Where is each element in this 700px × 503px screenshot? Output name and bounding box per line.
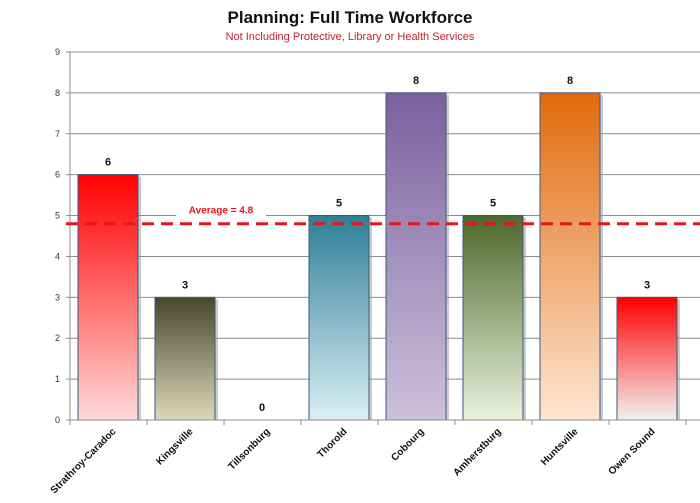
data-label: 5 — [336, 198, 342, 210]
bar — [385, 92, 447, 421]
y-tick-label: 3 — [55, 292, 60, 302]
data-label: 3 — [182, 279, 188, 291]
bar — [539, 92, 601, 421]
y-tick-label: 8 — [55, 88, 60, 98]
y-tick-label: 7 — [55, 129, 60, 139]
y-tick-label: 0 — [55, 415, 60, 425]
y-tick-label: 9 — [55, 47, 60, 57]
y-tick-label: 2 — [55, 333, 60, 343]
average-label-background — [176, 202, 266, 217]
x-tick-label: Cobourg — [389, 426, 426, 463]
data-label: 5 — [490, 198, 496, 210]
bar — [308, 215, 370, 421]
data-label: 6 — [105, 157, 111, 169]
bar — [77, 174, 139, 421]
chart-title: Planning: Full Time Workforce — [227, 8, 473, 27]
chart-subtitle: Not Including Protective, Library or Hea… — [225, 31, 475, 43]
x-tick-label: Owen Sound — [607, 426, 658, 477]
x-tick-label: Amherstburg — [451, 426, 503, 478]
x-tick-label: Huntsville — [539, 426, 581, 468]
y-tick-label: 1 — [55, 374, 60, 384]
y-tick-label: 4 — [55, 251, 60, 261]
x-tick-label: Strathroy-Caradoc — [49, 426, 119, 496]
data-label: 8 — [413, 75, 419, 87]
data-label: 3 — [644, 279, 650, 291]
y-tick-label: 5 — [55, 211, 60, 221]
average-label: Average = 4.8 — [189, 206, 254, 217]
bar — [462, 215, 524, 421]
x-tick-label: Kingsville — [154, 426, 195, 467]
x-tick-label: Tillsonburg — [226, 426, 272, 472]
bar — [616, 296, 678, 421]
bar — [154, 296, 216, 421]
y-tick-label: 6 — [55, 170, 60, 180]
data-label: 8 — [567, 75, 573, 87]
x-tick-label: Thorold — [316, 426, 350, 460]
data-label: 0 — [259, 402, 265, 414]
